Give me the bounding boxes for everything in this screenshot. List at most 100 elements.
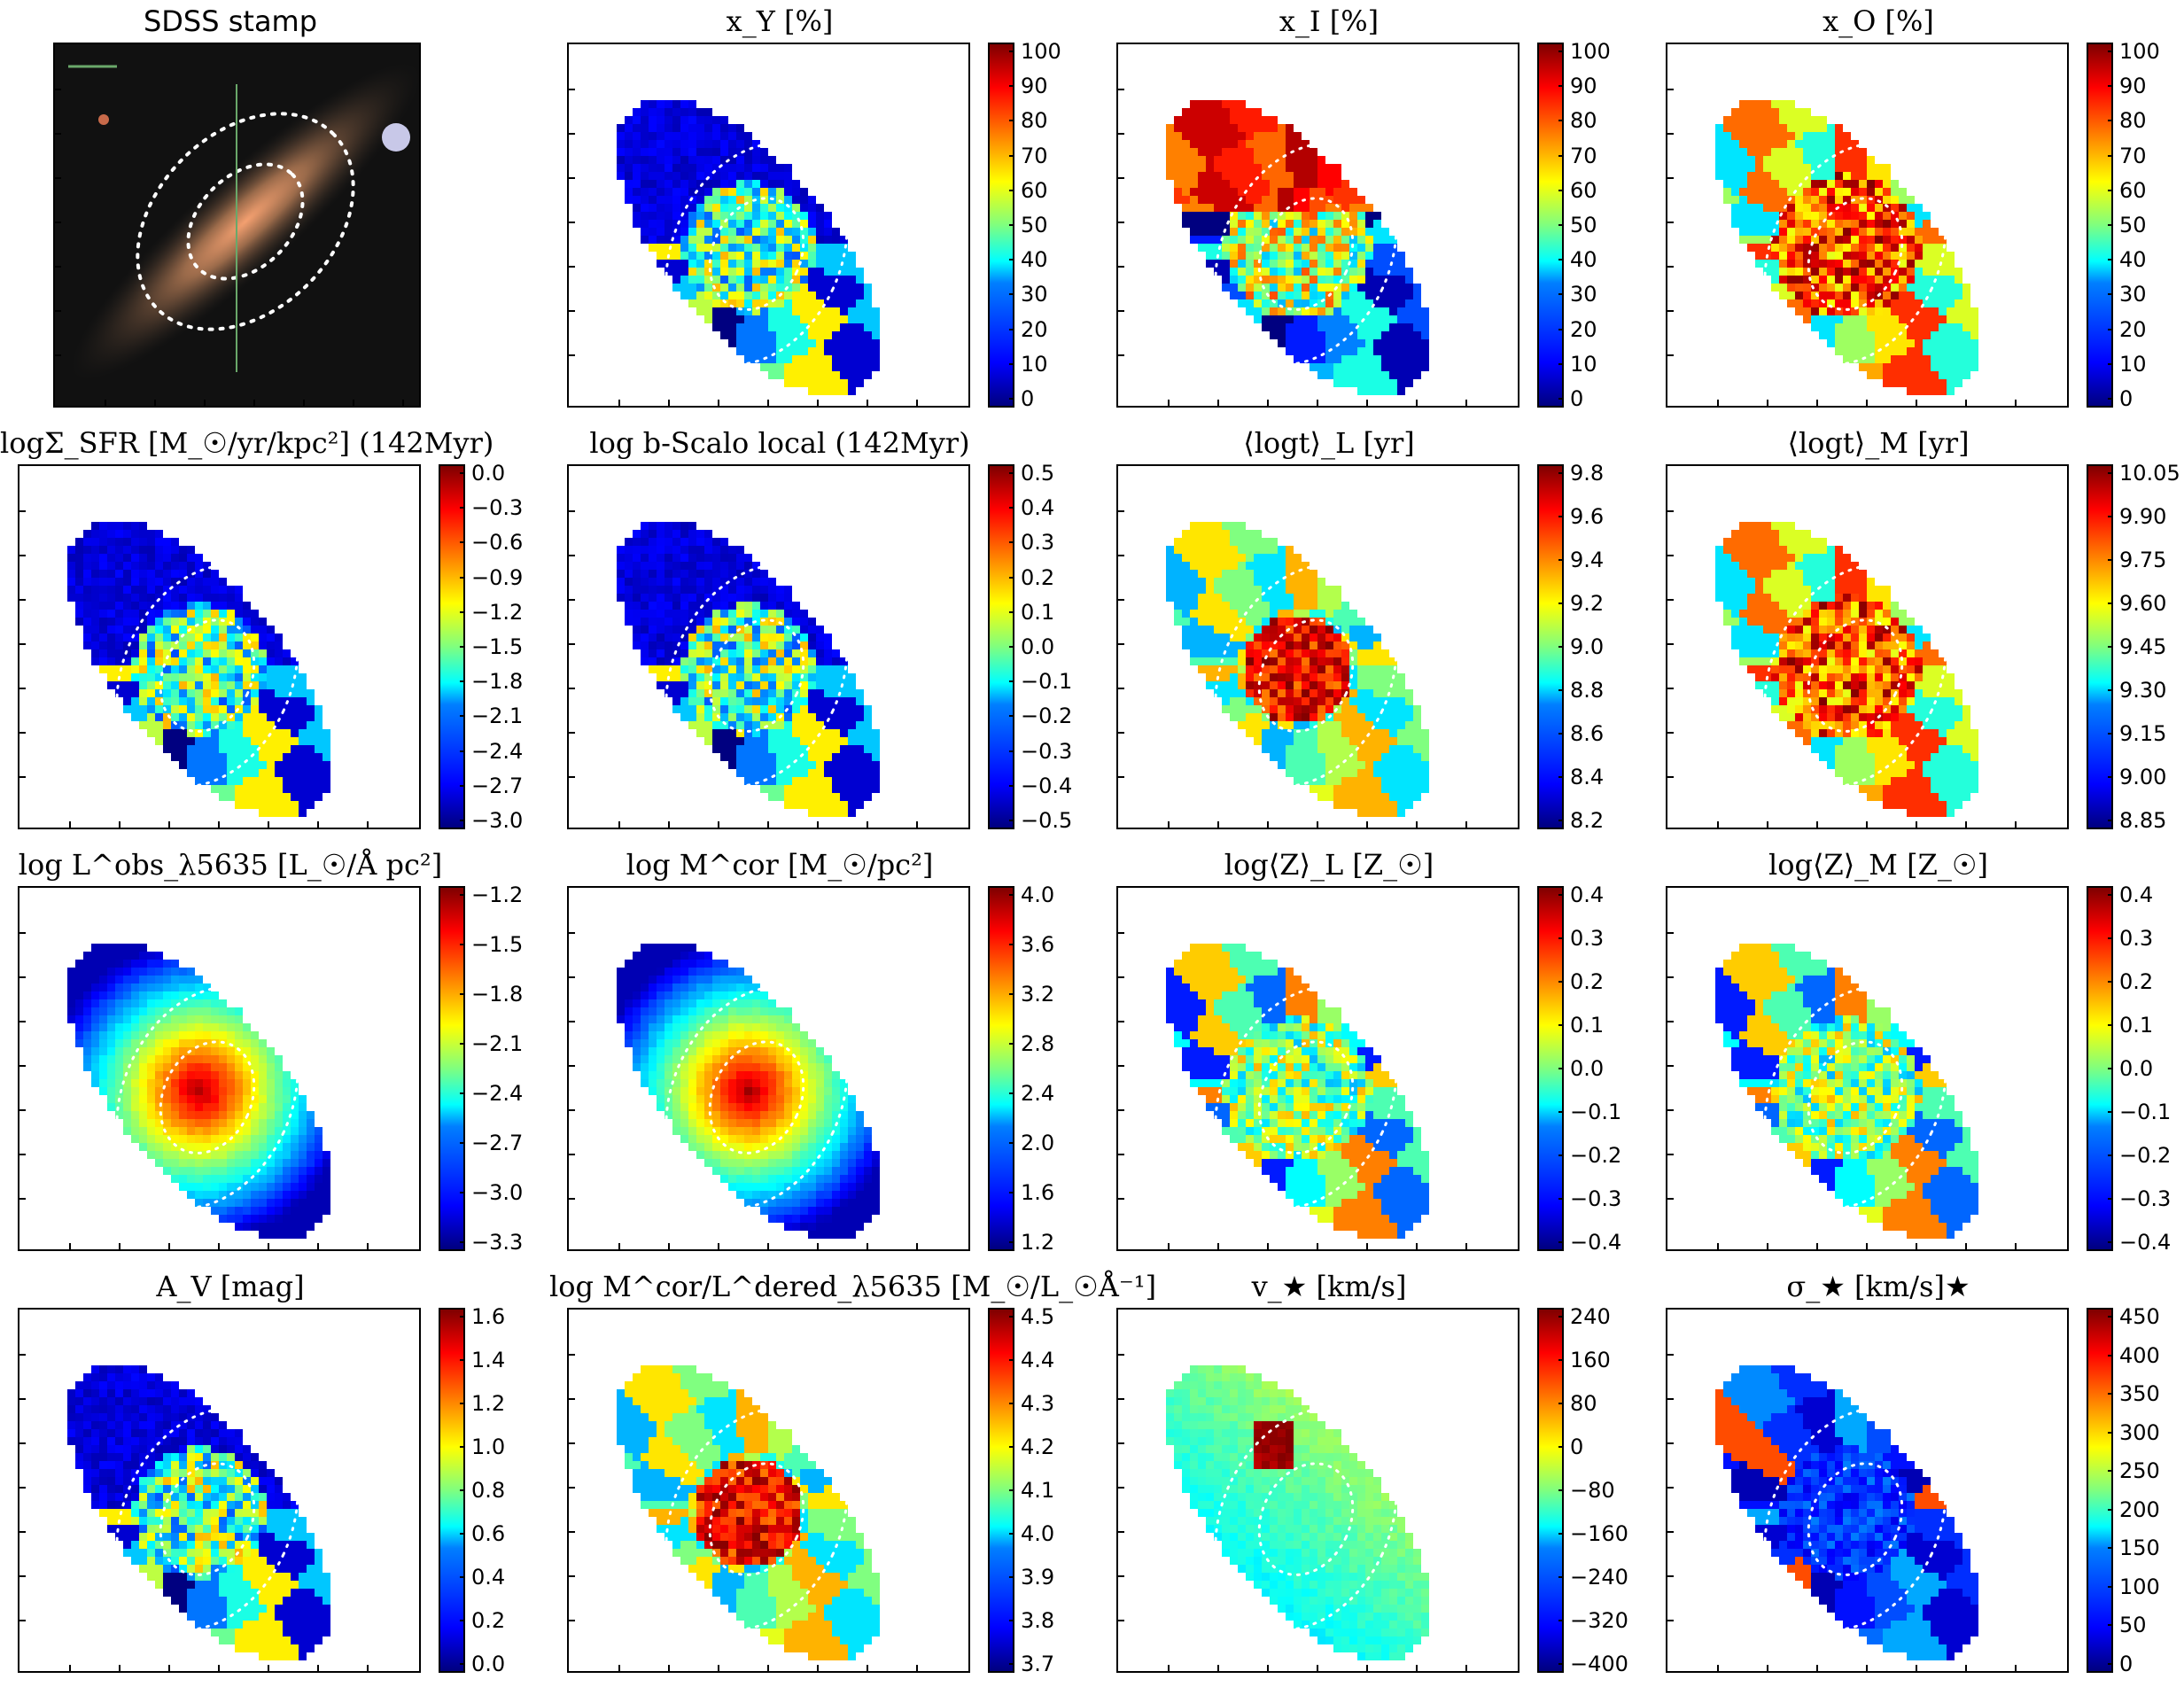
colorbar-tick-label: 9.30 (2119, 678, 2167, 703)
map-frame (18, 886, 421, 1251)
colorbar-tick-label: −2.7 (471, 1131, 524, 1155)
colorbar-tick (460, 820, 465, 821)
colorbar-tick (1558, 1111, 1564, 1113)
colorbar-tick-label: −0.4 (1021, 773, 1073, 798)
colorbar-tick-label: −2.1 (471, 1031, 524, 1056)
colorbar-tick-label: 0 (2119, 386, 2133, 411)
colorbar-tick (1009, 1489, 1014, 1491)
colorbar-tick-label: −240 (1570, 1565, 1628, 1590)
colorbar-tick (1009, 1663, 1014, 1665)
colorbar-tick (1009, 507, 1014, 509)
colorbar-tick (2108, 1470, 2113, 1473)
colorbar-tick-label: −0.2 (1570, 1143, 1622, 1168)
colorbar-tick (2108, 293, 2113, 296)
colorbar-tick (1558, 1241, 1564, 1243)
colorbar-tick-label: 0.4 (1021, 495, 1055, 521)
map-frame (567, 43, 970, 408)
colorbar-tick-label: 0.2 (2119, 969, 2154, 994)
colorbar-tick-label: 4.2 (1021, 1434, 1055, 1459)
colorbar-tick-label: −0.4 (1570, 1230, 1622, 1255)
colorbar-tick (460, 1192, 465, 1193)
colorbar-tick-label: 0.2 (1021, 564, 1055, 590)
colorbar-tick-label: 300 (2119, 1419, 2160, 1445)
colorbar-tick (1009, 820, 1014, 821)
colorbar-tick (1009, 1043, 1014, 1045)
colorbar-tick (2108, 328, 2113, 330)
colorbar-tick-label: 3.2 (1021, 982, 1055, 1007)
colorbar-tick (1009, 646, 1014, 648)
colorbar-tick-label: −80 (1570, 1478, 1615, 1503)
panel-title: x_I [%] (1279, 4, 1380, 38)
colorbar-tick-label: −1.2 (471, 599, 524, 625)
colorbar-tick-label: −1.8 (471, 669, 524, 695)
colorbar-tick (1009, 944, 1014, 945)
panel-z-m: log⟨Z⟩_M [Z_☉] 0.4 0.3 0.2 0.1 0.0 −0.1 −0.2 −0.… (1648, 844, 2180, 1260)
colorbar-tick (2108, 1663, 2113, 1665)
colorbar-tick-label: 1.4 (471, 1348, 506, 1372)
colorbar-tick-label: 50 (2119, 213, 2147, 237)
colorbar-tick (1558, 1359, 1564, 1361)
colorbar-tick (460, 576, 465, 579)
colorbar-tick (460, 472, 465, 474)
colorbar-tick (2108, 224, 2113, 226)
colorbar-tick-label: 2.4 (1021, 1081, 1055, 1106)
colorbar-tick (1558, 1489, 1564, 1491)
colorbar-tick-label: 40 (2119, 247, 2147, 273)
colorbar-tick (1009, 1446, 1014, 1448)
colorbar-tick-label: 150 (2119, 1535, 2160, 1561)
colorbar-tick (460, 715, 465, 718)
colorbar-tick (2108, 1241, 2113, 1243)
colorbar-tick-label: 0.4 (1570, 882, 1605, 907)
panel-title: log⟨Z⟩_L [Z_☉] (1224, 848, 1434, 882)
colorbar-tick (460, 1533, 465, 1535)
colorbar-tick (2108, 689, 2113, 691)
colorbar-tick (2108, 776, 2113, 778)
map-frame (1116, 886, 1519, 1251)
colorbar-tick (1558, 259, 1564, 261)
colorbar-tick (460, 1489, 465, 1491)
colorbar-tick (1558, 646, 1564, 648)
colorbar-tick-label: 250 (2119, 1458, 2160, 1484)
colorbar-tick-label: −1.5 (471, 634, 524, 659)
colorbar-tick (460, 944, 465, 945)
colorbar-tick-label: 30 (1021, 282, 1048, 307)
panel-mass: log M^cor [M_☉/pc²] 4.0 3.6 3.2 2.8 2.4 2.0 1.6… (549, 844, 1081, 1260)
panel-sfr: logΣ_SFR [M_☉/yr/kpc²] (142Myr) 0.0 −0.3 −0… (0, 422, 532, 838)
colorbar-tick (460, 1663, 465, 1665)
galaxy-photo (55, 44, 419, 406)
colorbar-tick-label: −0.2 (2119, 1143, 2172, 1168)
colorbar-tick (1009, 362, 1014, 365)
colorbar (439, 886, 465, 1251)
colorbar-tick (1009, 784, 1014, 787)
colorbar-tick-label: 50 (1021, 213, 1048, 237)
colorbar-tick (1009, 1403, 1014, 1404)
colorbar-tick (1009, 715, 1014, 718)
colorbar-tick (2108, 1431, 2113, 1434)
colorbar-tick (1009, 1241, 1014, 1243)
colorbar-tick (1558, 1576, 1564, 1578)
panel-lum: log L^obs_λ5635 [L_☉/Å pc²] −1.2 −1.5 −1.8 −… (0, 844, 532, 1260)
colorbar-tick-label: 3.6 (1021, 932, 1055, 957)
colorbar-tick-label: 2.0 (1021, 1131, 1055, 1155)
colorbar-tick (1558, 1446, 1564, 1448)
colorbar-tick (1558, 154, 1564, 157)
panel-title: A_V [mag] (156, 1270, 305, 1303)
colorbar-tick-label: 100 (2119, 39, 2160, 64)
colorbar-tick (2108, 398, 2113, 400)
colorbar-tick (1009, 293, 1014, 296)
colorbar-tick-label: 9.60 (2119, 591, 2167, 616)
colorbar-tick (1558, 776, 1564, 778)
property-map (617, 1365, 880, 1660)
colorbar-tick (1558, 937, 1564, 939)
colorbar-tick-label: 0.1 (1570, 1013, 1605, 1038)
colorbar-tick (1558, 1620, 1564, 1621)
colorbar-tick (1558, 559, 1564, 561)
colorbar-tick (2108, 154, 2113, 157)
colorbar-tick (2108, 1316, 2113, 1318)
colorbar-tick-label: 0.2 (471, 1608, 506, 1633)
colorbar-tick-label: 9.90 (2119, 504, 2167, 529)
colorbar-tick-label: 4.0 (1021, 882, 1055, 907)
colorbar-tick-label: 1.6 (1021, 1180, 1055, 1205)
colorbar-tick-label: 400 (2119, 1342, 2160, 1368)
panel-ml: log M^cor/L^dered_λ5635 [M_☉/L_☉Å⁻¹] 4.5 4… (549, 1265, 1156, 1682)
